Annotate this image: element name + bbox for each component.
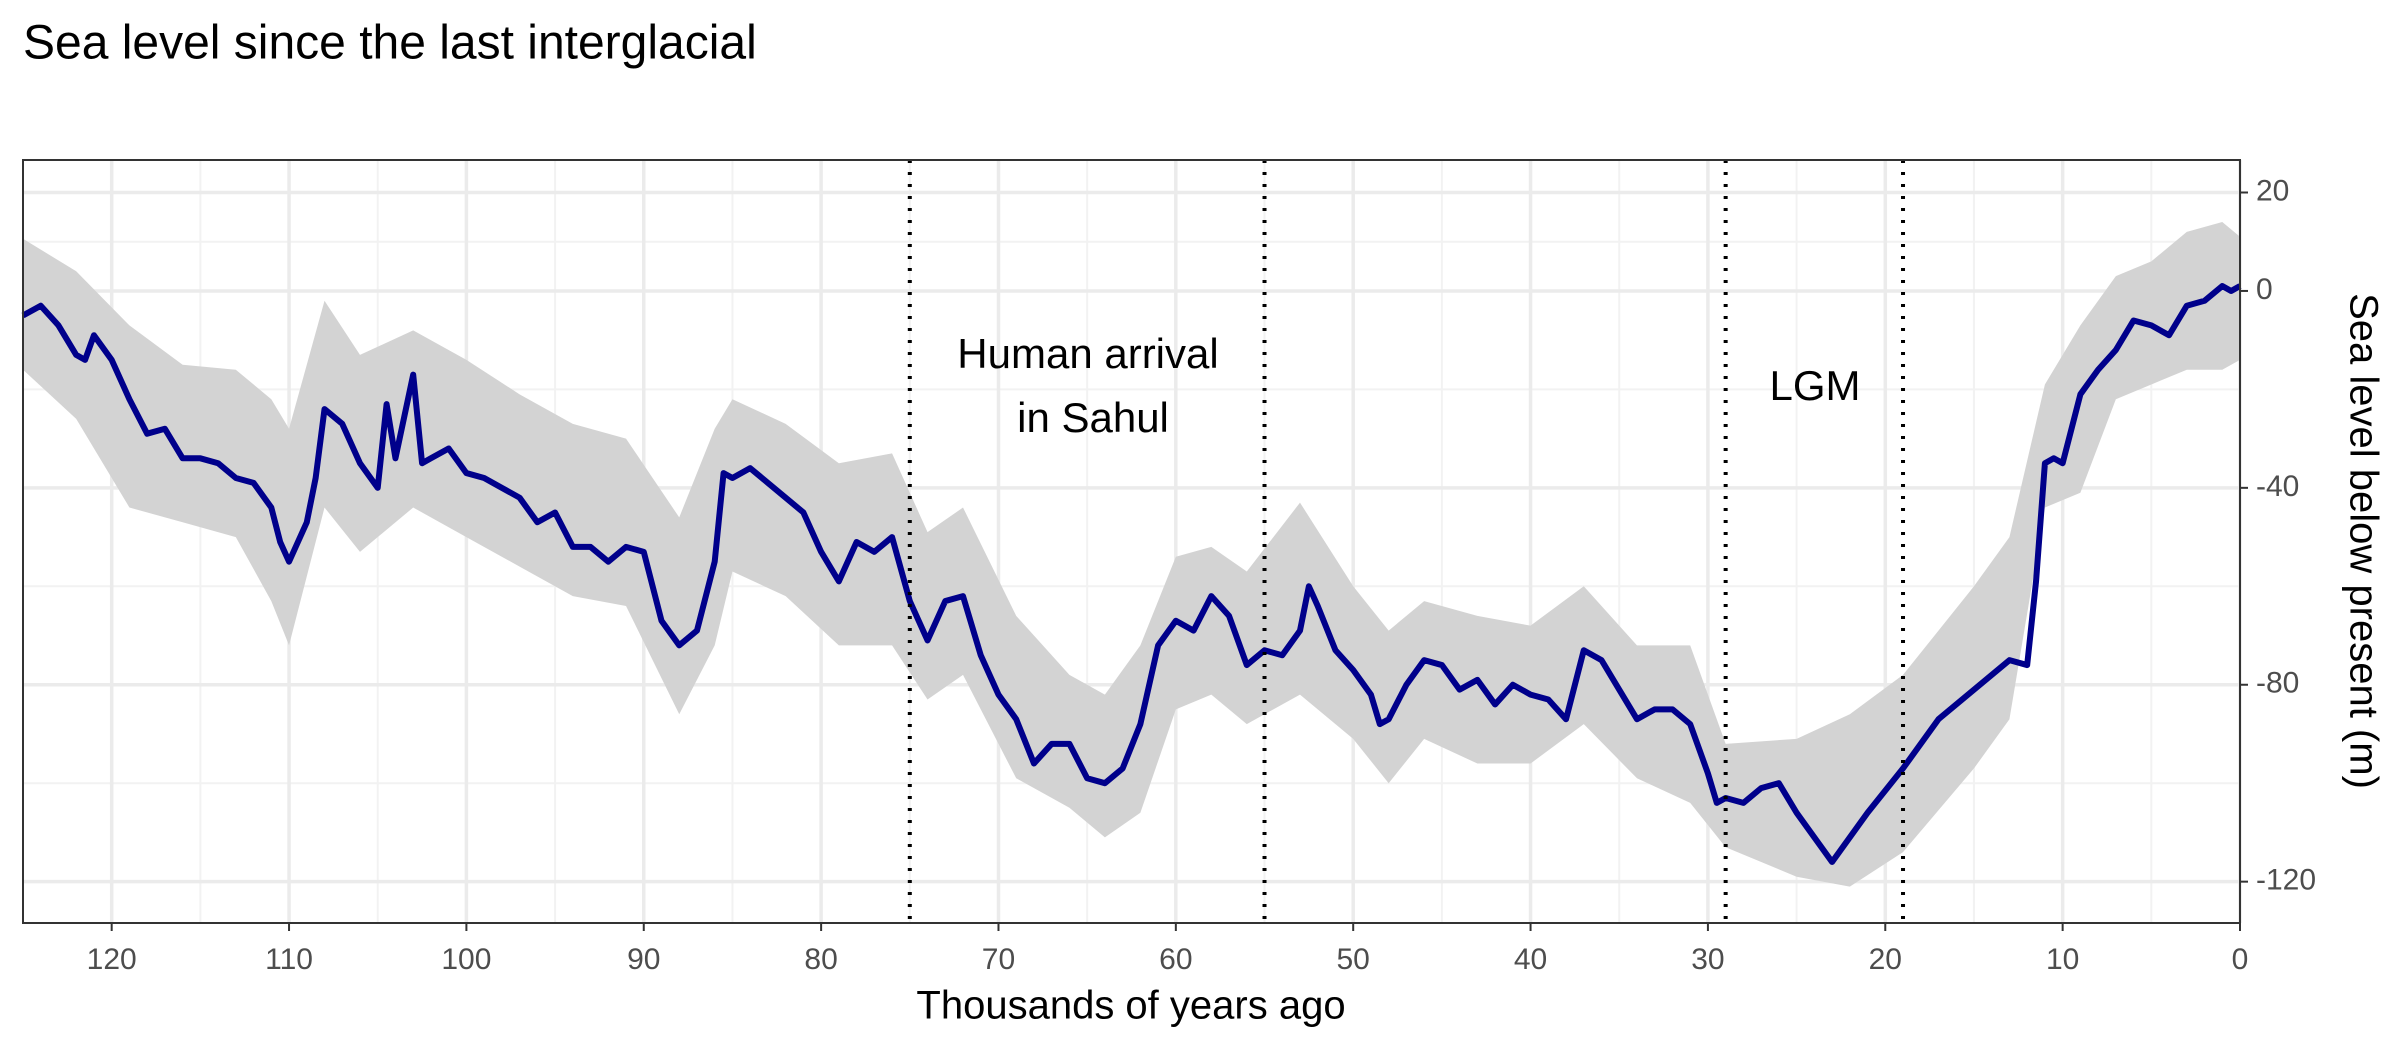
annotation: Human arrival (957, 330, 1218, 377)
x-tick-label: 40 (1514, 943, 1547, 976)
x-tick-label: 50 (1337, 943, 1370, 976)
sea-level-line (21, 283, 2242, 865)
x-tick-label: 70 (982, 943, 1015, 976)
y-tick-label: -80 (2256, 667, 2299, 700)
x-tick-label: 120 (87, 943, 137, 976)
x-tick-label: 10 (2046, 943, 2079, 976)
annotation: in Sahul (1017, 394, 1169, 441)
panel-border (22, 159, 2241, 924)
y-tick-label: 0 (2256, 273, 2273, 306)
x-tick-label: 100 (441, 943, 491, 976)
y-tick-label: 20 (2256, 174, 2289, 207)
y-tick-label: -40 (2256, 470, 2299, 503)
y-axis-label: Sea level below present (m) (2341, 293, 2385, 789)
chart-title: Sea level since the last interglacial (23, 17, 757, 70)
x-tick-label: 90 (627, 943, 660, 976)
x-tick-label: 30 (1691, 943, 1724, 976)
x-axis-label: Thousands of years ago (916, 984, 1345, 1028)
y-tick-label: -120 (2256, 864, 2316, 897)
x-tick-label: 0 (2232, 943, 2249, 976)
annotation: LGM (1769, 362, 1860, 409)
x-tick-label: 110 (265, 943, 313, 976)
x-tick-label: 80 (804, 943, 837, 976)
x-tick-label: 60 (1159, 943, 1192, 976)
x-tick-label: 20 (1869, 943, 1902, 976)
